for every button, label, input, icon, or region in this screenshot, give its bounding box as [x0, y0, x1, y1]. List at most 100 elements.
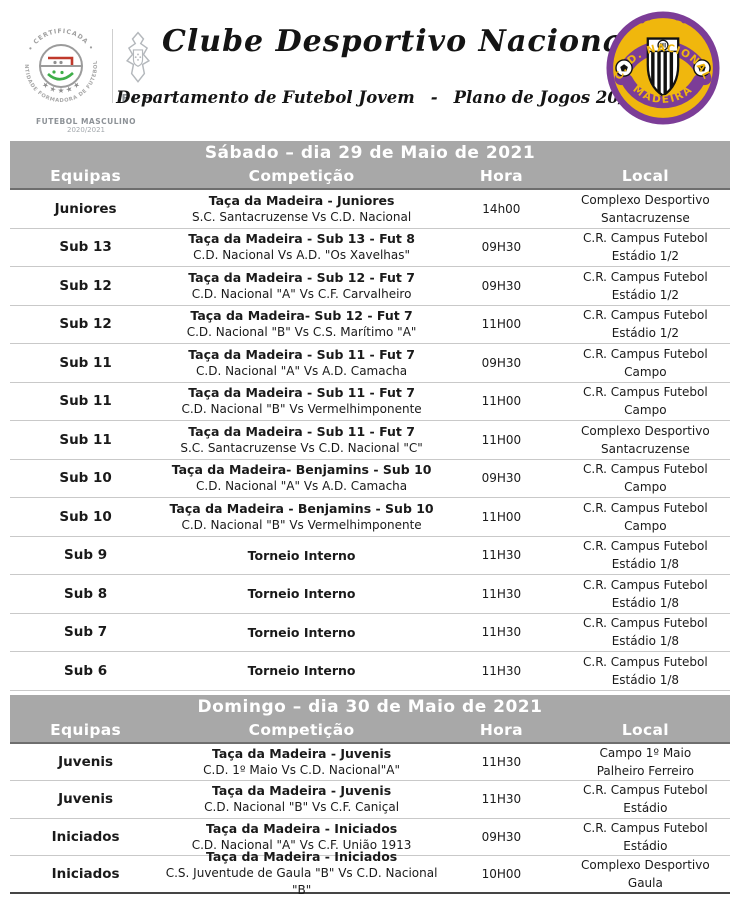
match-teams: C.D. Nacional "B" Vs C.F. Caniçal [204, 800, 400, 815]
local-venue: C.R. Campus Futebol [583, 346, 708, 361]
local-field: Gaula [627, 875, 663, 890]
cell-local: Complexo Desportivo Santacruzense [561, 421, 730, 459]
column-header-hora: Hora [479, 167, 523, 185]
competition-name: Taça da Madeira - Juvenis [212, 745, 392, 761]
cell-hora: 09H30 [481, 278, 522, 293]
cell-hora: 11H00 [481, 317, 522, 332]
competition-name: Taça da Madeira - Iniciados [205, 820, 398, 836]
club-shield-icon [646, 37, 680, 97]
competition-name: Taça da Madeira - Sub 11 - Fut 7 [188, 423, 415, 439]
match-teams: C.D. Nacional "B" Vs C.S. Marítimo "A" [186, 325, 417, 340]
table-row: Sub 8 Torneio Interno 11H30 C.R. Campus Fut… [10, 575, 730, 614]
competition-name: Torneio Interno [247, 663, 356, 679]
cell-hora: 11H30 [481, 754, 522, 769]
column-header-equipas: Equipas [50, 167, 122, 185]
competition-name: Torneio Interno [247, 624, 356, 640]
cell-local: Complexo Desportivo Gaula [561, 856, 730, 892]
competition-name: Taça da Madeira- Sub 12 - Fut 7 [190, 308, 413, 324]
table-date-title: Domingo – dia 30 de Maio de 2021 [197, 696, 543, 717]
cell-competicao: Taça da Madeira - Juniores S.C. Santacruz… [161, 190, 442, 228]
local-field: Campo [624, 518, 667, 533]
cell-hora: 11H00 [481, 509, 522, 524]
cell-competicao: Taça da Madeira - Sub 11 - Fut 7 C.D. Nac… [161, 383, 442, 421]
football-left-icon [615, 59, 633, 77]
table-row: Sub 7 Torneio Interno 11H30 C.R. Campus Fut… [10, 614, 730, 652]
cell-equipa: Sub 12 [59, 316, 112, 333]
cert-caption-line2: 2020/2021 [67, 126, 105, 134]
table-row: Sub 12 Taça da Madeira- Sub 12 - Fut 7 C.D… [10, 306, 730, 344]
schedule-table-sunday: Domingo – dia 30 de Maio de 2021 Equipas… [10, 694, 730, 897]
cert-stars: ★ ★ ★ ★ ★ [40, 79, 82, 95]
local-venue: C.R. Campus Futebol [583, 577, 708, 592]
cell-competicao: Taça da Madeira - Iniciados C.S. Juventud… [161, 849, 442, 897]
local-venue: C.R. Campus Futebol [583, 783, 708, 798]
subtitle-plan: Plano de Jogos 20/21 [453, 88, 648, 107]
local-venue: C.R. Campus Futebol [583, 500, 708, 515]
local-field: Campo [624, 364, 667, 379]
table-row: Sub 6 Torneio Interno 11H30 C.R. Campus Fut… [10, 652, 730, 691]
competition-name: Taça da Madeira - Juvenis [212, 783, 392, 799]
local-venue: C.R. Campus Futebol [583, 616, 708, 631]
cell-local: C.R. Campus Futebol Estádio 1/2 [561, 267, 730, 305]
cell-hora: 11H30 [481, 548, 522, 563]
local-field: Campo [624, 480, 667, 495]
table-row: Sub 11 Taça da Madeira - Sub 11 - Fut 7 C.… [10, 344, 730, 383]
local-venue: C.R. Campus Futebol [583, 539, 708, 554]
table-row: Juvenis Taça da Madeira - Juvenis C.D. 1º … [10, 744, 730, 781]
cell-hora: 09H30 [481, 355, 522, 370]
cell-hora: 11H30 [481, 792, 522, 807]
cell-equipa: Sub 10 [59, 508, 112, 525]
local-field: Estádio 1/8 [611, 557, 680, 572]
cell-hora: 11H00 [481, 432, 522, 447]
competition-name: Taça da Madeira - Sub 11 - Fut 7 [188, 346, 415, 362]
cell-hora: 09H30 [481, 829, 522, 844]
cell-hora: 11H00 [481, 394, 522, 409]
cell-local: Complexo Desportivo Santacruzense [561, 190, 730, 228]
table-row: Sub 10 Taça da Madeira - Benjamins - Sub … [10, 498, 730, 537]
cell-equipa: Juniores [54, 200, 117, 217]
certified-entity-icon: • CERTIFICADA • ENTIDADE FORMADORA DE FU… [15, 20, 98, 104]
cell-equipa: Sub 11 [59, 354, 112, 371]
cell-hora: 09H30 [481, 240, 522, 255]
match-teams: C.D. Nacional "A" Vs C.F. União 1913 [191, 837, 412, 852]
local-venue: C.R. Campus Futebol [583, 308, 708, 323]
local-field: Estádio 1/2 [611, 326, 680, 341]
cell-competicao: Taça da Madeira- Benjamins - Sub 10 C.D. … [161, 460, 442, 498]
cell-competicao: Torneio Interno [161, 652, 442, 690]
cell-competicao: Taça da Madeira - Sub 11 - Fut 7 S.C. San… [161, 421, 442, 459]
table-body: Juvenis Taça da Madeira - Juvenis C.D. 1º … [10, 744, 730, 897]
fpf-crest-icon [125, 31, 150, 83]
cell-equipa: Sub 10 [59, 470, 112, 487]
cell-hora: 14h00 [482, 201, 521, 216]
match-teams: C.D. Nacional "A" Vs C.F. Carvalheiro [191, 286, 412, 301]
column-header-competicao: Competição [248, 720, 355, 739]
cell-competicao: Taça da Madeira - Sub 11 - Fut 7 C.D. Nac… [161, 344, 442, 382]
local-field: Campo [624, 403, 667, 418]
cell-competicao: Taça da Madeira - Juvenis C.D. Nacional "… [161, 781, 442, 818]
cell-hora: 11H30 [481, 625, 522, 640]
local-venue: Complexo Desportivo [581, 423, 710, 438]
local-field: Estádio 1/8 [611, 595, 680, 610]
football-right-icon [693, 59, 711, 77]
match-teams: S.C. Santacruzense Vs C.D. Nacional "C" [180, 440, 423, 455]
table-body: Juniores Taça da Madeira - Juniores S.C. S… [10, 190, 730, 691]
page-title: Clube Desportivo Nacional [162, 24, 636, 59]
cell-local: C.R. Campus Futebol Estádio [561, 819, 730, 856]
cell-competicao: Torneio Interno [161, 575, 442, 613]
club-badge-icon: C. D. NACIONAL MADEIRA [606, 11, 720, 125]
local-venue: C.R. Campus Futebol [583, 462, 708, 477]
table-row: Iniciados Taça da Madeira - Iniciados C.D.… [10, 819, 730, 856]
local-venue: C.R. Campus Futebol [583, 231, 708, 246]
cell-competicao: Torneio Interno [161, 614, 442, 652]
competition-name: Taça da Madeira- Benjamins - Sub 10 [171, 462, 432, 478]
column-header-local: Local [621, 167, 669, 185]
cell-equipa: Sub 6 [64, 662, 108, 679]
local-field: Estádio 1/2 [611, 249, 680, 264]
local-venue: C.R. Campus Futebol [583, 269, 708, 284]
local-field: Estádio 1/2 [611, 287, 680, 302]
cell-equipa: Sub 7 [64, 624, 108, 641]
cell-local: C.R. Campus Futebol Estádio 1/2 [561, 229, 730, 267]
svg-text:★ ★ ★ ★ ★: ★ ★ ★ ★ ★ [40, 79, 82, 95]
cell-local: C.R. Campus Futebol Estádio 1/8 [561, 537, 730, 575]
document-header: • CERTIFICADA • ENTIDADE FORMADORA DE FU… [0, 0, 740, 141]
